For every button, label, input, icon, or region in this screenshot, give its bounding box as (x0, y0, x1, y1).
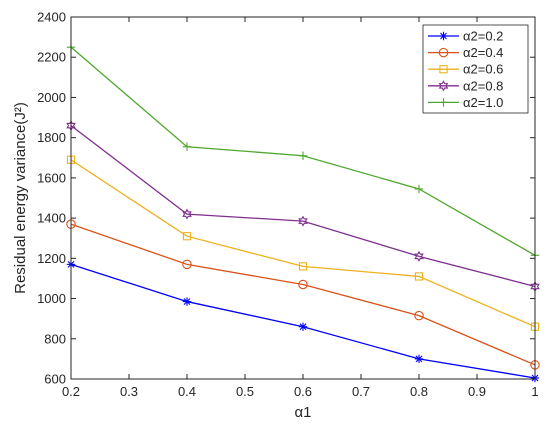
legend-entry: α2=0.4 (428, 45, 503, 60)
y-tick-label: 1400 (37, 211, 66, 226)
data-point (182, 208, 192, 220)
x-tick-label: 0.6 (294, 384, 312, 399)
data-point (414, 250, 424, 262)
legend-entry: α2=0.2 (428, 29, 503, 44)
y-tick-label: 1000 (37, 291, 66, 306)
series-line (70, 159, 536, 328)
axes: 0.2 0.3 0.4 0.5 0.6 0.7 0.8 0.9 1600800100012001… (37, 10, 539, 400)
y-tick-label: 1200 (37, 251, 66, 266)
legend: α2=0.2α2=0.4 α2=0.6α2=0.8 α2=1.0 (422, 24, 529, 114)
legend-marker (439, 65, 448, 74)
legend-label: α2=0.4 (463, 45, 503, 60)
data-point (182, 142, 192, 151)
x-tick-label: 0.5 (236, 384, 254, 399)
y-tick-label: 600 (44, 372, 66, 387)
series-line (70, 125, 536, 288)
legend-label: α2=0.2 (463, 29, 503, 44)
x-tick-label: 1 (531, 384, 538, 399)
data-point (414, 310, 424, 321)
x-axis-label: α1 (294, 404, 311, 421)
y-tick-label: 2200 (37, 50, 66, 65)
data-point (414, 272, 424, 281)
series-3 (66, 155, 540, 331)
legend-label: α2=0.6 (463, 62, 503, 77)
data-point (298, 215, 308, 227)
plot-frame (70, 16, 536, 380)
data-point (414, 184, 424, 194)
y-tick-label: 2000 (37, 90, 66, 105)
series-2 (66, 219, 540, 370)
x-tick-label: 0.2 (62, 384, 80, 399)
x-tick-label: 0.7 (352, 384, 370, 399)
legend-marker (438, 80, 449, 92)
x-tick-label: 0.8 (410, 384, 428, 399)
data-point (182, 297, 192, 306)
x-tick-label: 0.4 (178, 384, 196, 399)
data-point (298, 322, 308, 331)
data-point (414, 354, 424, 364)
legend-marker (438, 47, 449, 58)
y-tick-label: 1600 (37, 170, 66, 185)
y-tick-label: 2400 (37, 10, 66, 25)
y-tick-label: 800 (44, 331, 66, 346)
data-point (182, 259, 192, 270)
legend-label: α2=0.8 (463, 78, 503, 93)
legend-label: α2=1.0 (463, 95, 503, 110)
legend-marker (439, 98, 448, 107)
data-point (298, 151, 308, 160)
legend-entry: α2=1.0 (428, 95, 503, 110)
legend-entry: α2=0.6 (428, 62, 503, 77)
series-4 (66, 120, 540, 293)
series-line (70, 223, 536, 366)
legend-marker (439, 31, 448, 41)
data-point (298, 279, 308, 290)
y-tick-label: 1800 (37, 130, 66, 145)
x-tick-label: 0.3 (120, 384, 138, 399)
data-point (182, 232, 192, 241)
data-point (298, 262, 308, 271)
x-tick-label: 0.9 (468, 384, 486, 399)
y-axis-label: Residual energy variance(J²) (12, 102, 29, 294)
legend-entry: α2=0.8 (428, 78, 503, 93)
